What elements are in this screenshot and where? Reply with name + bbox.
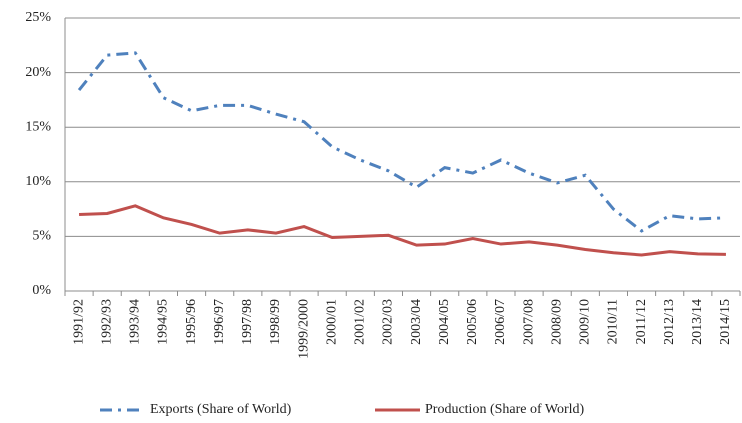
x-tick-label: 2001/02 (353, 299, 368, 345)
x-tick-label: 2011/12 (634, 299, 649, 344)
x-tick-label: 2006/07 (493, 299, 508, 345)
x-tick-label: 2000/01 (324, 299, 339, 345)
x-tick-label: 1995/96 (184, 299, 199, 345)
x-tick-label: 2005/06 (465, 299, 480, 345)
x-tick-label: 2009/10 (578, 299, 593, 345)
y-tick-label: 25% (25, 10, 51, 25)
x-tick-label: 2007/08 (521, 299, 536, 345)
y-tick-label: 15% (25, 119, 51, 134)
y-tick-label: 20% (25, 65, 51, 80)
y-tick-label: 10% (25, 174, 51, 189)
x-tick-label: 1998/99 (268, 299, 283, 345)
x-tick-label: 1993/94 (128, 299, 143, 345)
x-tick-label: 2003/04 (409, 299, 424, 345)
x-tick-label: 2008/09 (549, 299, 564, 345)
x-tick-label: 2012/13 (662, 299, 677, 345)
x-tick-label: 1999/2000 (296, 299, 311, 359)
series-line (79, 204, 726, 257)
legend-label: Production (Share of World) (425, 402, 585, 417)
legend-label: Exports (Share of World) (150, 402, 292, 417)
x-tick-label: 1991/92 (71, 299, 86, 345)
x-tick-label: 1992/93 (99, 299, 114, 345)
x-tick-label: 2002/03 (381, 299, 396, 345)
x-tick-label: 2014/15 (718, 299, 733, 345)
x-tick-label: 2004/05 (437, 299, 452, 345)
x-tick-label: 1997/98 (240, 299, 255, 345)
x-tick-label: 2013/14 (690, 299, 705, 345)
y-tick-label: 0% (32, 283, 51, 298)
x-tick-label: 1994/95 (156, 299, 171, 345)
x-tick-label: 2010/11 (606, 299, 621, 344)
x-tick-label: 1996/97 (212, 299, 227, 345)
series-line (77, 51, 726, 233)
y-tick-label: 5% (32, 229, 51, 244)
